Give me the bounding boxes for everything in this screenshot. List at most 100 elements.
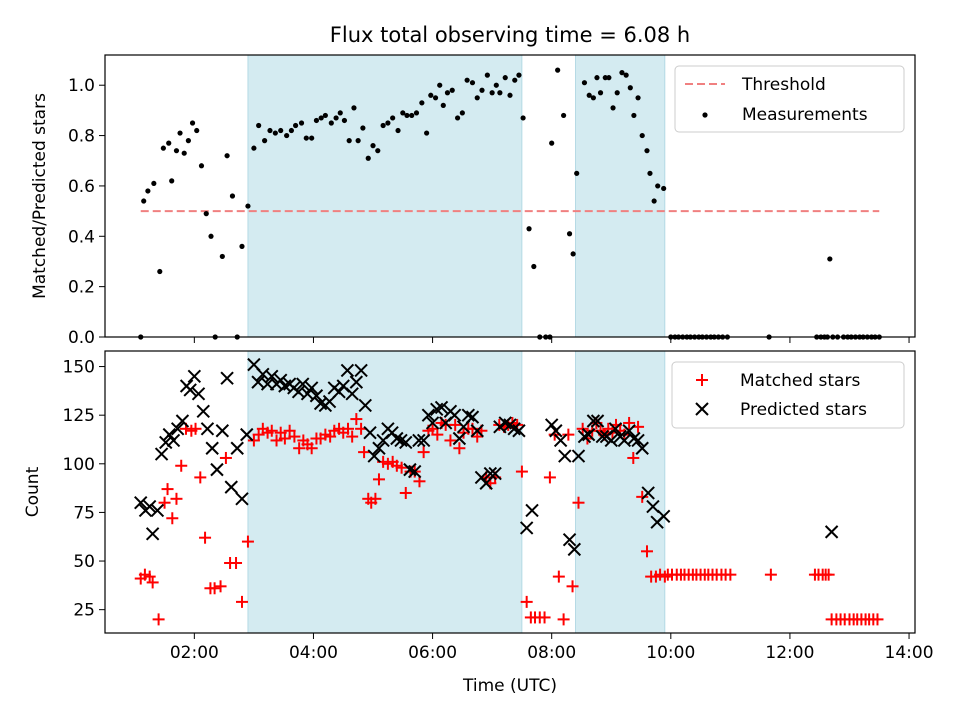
- measurement-point: [151, 180, 157, 187]
- predicted-star-point: [416, 433, 431, 448]
- matched-star-point: [372, 473, 385, 486]
- predicted-star-point: [470, 424, 484, 438]
- measurement-point: [360, 125, 366, 131]
- measurement-point: [355, 138, 361, 144]
- measurement-point: [493, 82, 499, 88]
- predicted-star-point: [452, 431, 467, 446]
- matched-star-point: [175, 459, 188, 472]
- measurement-point: [157, 268, 163, 275]
- measurement-point: [385, 120, 391, 126]
- measurement-point: [309, 135, 315, 141]
- predicted-star-point: [142, 499, 157, 514]
- measurement-point: [639, 132, 645, 139]
- matched-star-point: [822, 568, 835, 581]
- measurement-point: [219, 253, 225, 260]
- measurement-point: [520, 115, 526, 121]
- measurement-point: [827, 256, 833, 262]
- legend-measurements-swatch: [702, 112, 708, 118]
- predicted-star-point: [608, 422, 623, 436]
- predicted-star-point: [399, 435, 413, 450]
- predicted-star-point: [461, 408, 476, 422]
- matched-star-point: [199, 531, 212, 544]
- predicted-star-point: [205, 441, 219, 455]
- measurement-point: [413, 110, 420, 116]
- measurement-point: [651, 198, 657, 204]
- legend-threshold-label: Threshold: [741, 75, 826, 95]
- measurement-point: [581, 80, 588, 86]
- predicted-star-point: [187, 369, 202, 383]
- predicted-star-point: [367, 449, 381, 463]
- predicted-star-point: [512, 424, 526, 438]
- predicted-star-point: [562, 532, 577, 547]
- y-tick-label: 75: [73, 503, 95, 523]
- predicted-star-point: [175, 414, 190, 428]
- predicted-star-point: [235, 492, 249, 506]
- measurement-point: [181, 150, 187, 156]
- measurement-point: [566, 231, 573, 237]
- measurement-point: [375, 148, 381, 154]
- measurement-point: [610, 105, 616, 111]
- matched-star-point: [358, 446, 371, 459]
- x-tick-label: 08:00: [527, 643, 576, 663]
- matched-star-point: [305, 442, 318, 455]
- legend-measurements-label: Measurements: [742, 105, 868, 125]
- legend-matched-label: Matched stars: [740, 371, 860, 391]
- y-tick-label: 25: [73, 601, 95, 621]
- measurement-point: [627, 85, 633, 91]
- matched-star-point: [636, 490, 649, 503]
- measurement-point: [409, 112, 415, 119]
- top-y-ticks: 0.0 0.2 0.4 0.6 0.8 1.0: [68, 76, 105, 348]
- measurement-point: [512, 77, 518, 83]
- measurement-point: [479, 87, 485, 93]
- bottom-points: [134, 357, 884, 626]
- measurement-point: [623, 72, 629, 78]
- predicted-star-point: [345, 387, 359, 401]
- matched-star-point: [557, 613, 570, 626]
- predicted-star-point: [434, 400, 449, 415]
- measurement-point: [497, 90, 503, 96]
- matched-star-point: [241, 535, 254, 548]
- predicted-star-point: [332, 385, 346, 399]
- top-axes-frame: [104, 54, 916, 338]
- matched-star-point: [265, 424, 278, 437]
- measurement-point: [437, 82, 443, 88]
- measurement-point: [160, 145, 166, 151]
- predicted-star-point: [656, 509, 671, 524]
- matched-star-point: [194, 471, 207, 484]
- measurement-point: [432, 95, 439, 101]
- matched-star-point: [219, 451, 232, 464]
- matched-star-point: [417, 446, 430, 459]
- predicted-star-point: [150, 503, 165, 518]
- predicted-star-point: [145, 527, 160, 541]
- measurement-point: [145, 188, 151, 194]
- matched-star-point: [572, 496, 585, 509]
- measurement-point: [449, 87, 455, 93]
- predicted-star-point: [220, 371, 234, 385]
- matched-star-point: [166, 512, 179, 525]
- predicted-star-point: [581, 427, 596, 442]
- matched-star-point: [161, 483, 174, 496]
- measurement-point: [561, 112, 567, 119]
- measurement-point: [169, 178, 175, 184]
- measurement-point: [166, 140, 172, 146]
- predicted-star-point: [340, 363, 355, 378]
- predicted-star-point: [641, 486, 655, 500]
- y-tick-label: 1.0: [68, 76, 95, 96]
- x-tick-label: 04:00: [289, 643, 338, 663]
- measurement-point: [454, 115, 461, 121]
- measurement-point: [198, 163, 205, 169]
- measurement-point: [262, 138, 268, 144]
- measurement-point: [177, 130, 183, 136]
- measurement-point: [631, 112, 637, 119]
- bottom-legend: Matched stars Predicted stars: [671, 361, 905, 429]
- y-tick-label: 125: [63, 406, 95, 426]
- matched-star-point: [431, 428, 444, 441]
- measurement-point: [365, 155, 371, 161]
- shaded-region: [247, 54, 523, 338]
- top-x-ticks: [193, 337, 910, 343]
- y-tick-label: 0.8: [68, 127, 95, 147]
- measurement-point: [284, 132, 290, 139]
- bottom-legend-box: [671, 361, 905, 429]
- bottom-panel: 25 50 75 100 125 150 02:00 04:00 06:00 08:00 10:0…: [23, 350, 934, 696]
